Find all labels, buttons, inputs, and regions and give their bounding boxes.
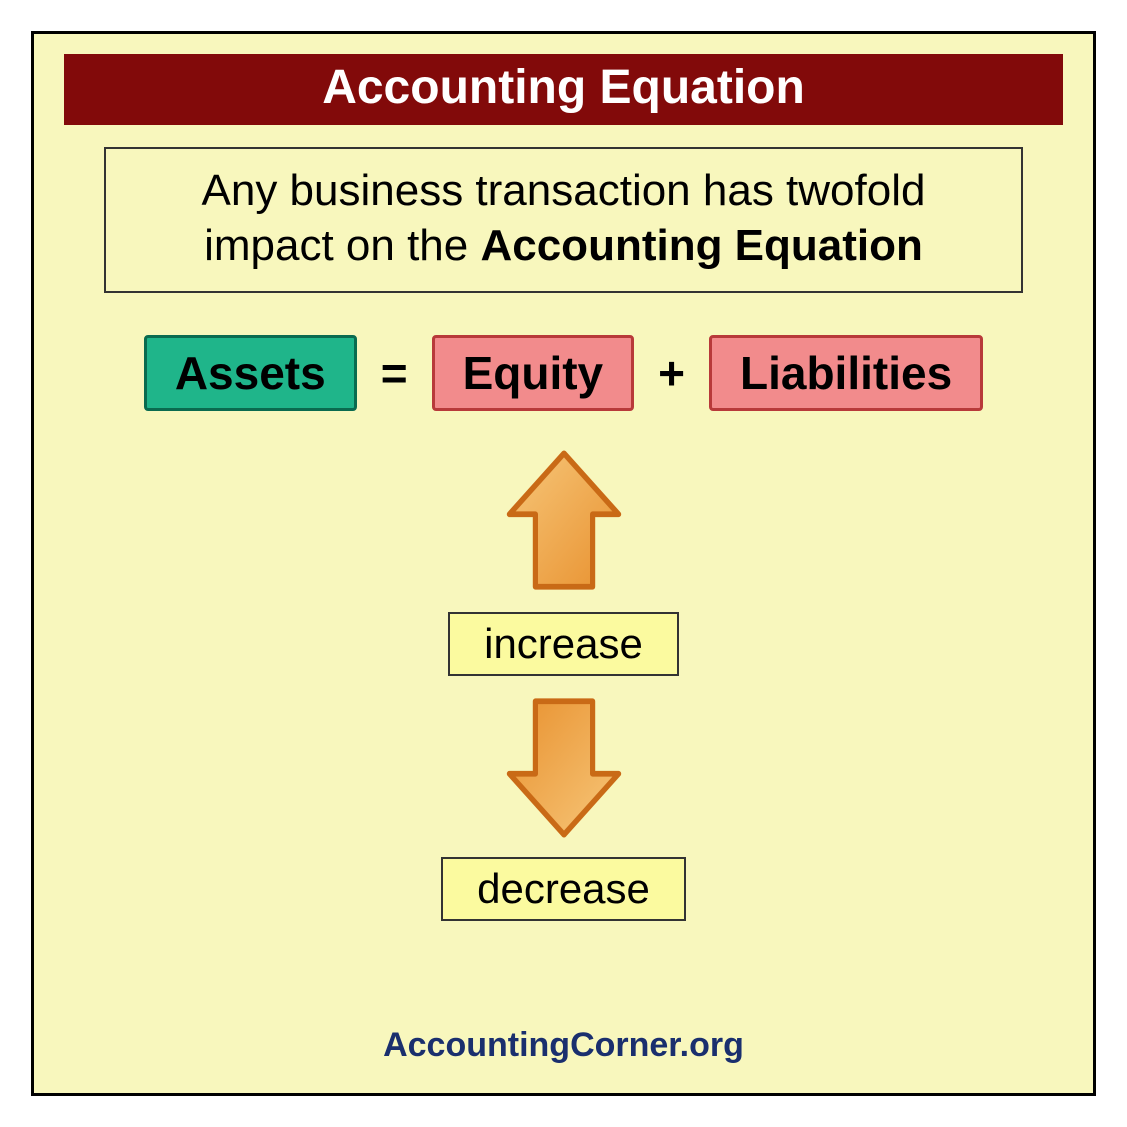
subtitle-box: Any business transaction has twofold imp… bbox=[104, 147, 1023, 293]
plus-operator: + bbox=[658, 346, 685, 400]
footer-credit: AccountingCorner.org bbox=[34, 1026, 1093, 1065]
equation-row: Assets = Equity + Liabilities bbox=[64, 335, 1063, 411]
increase-label: increase bbox=[448, 612, 679, 676]
arrow-up-icon bbox=[499, 449, 629, 594]
decrease-label: decrease bbox=[441, 857, 686, 921]
equals-operator: = bbox=[381, 346, 408, 400]
title-bar: Accounting Equation bbox=[64, 54, 1063, 125]
term-liabilities: Liabilities bbox=[709, 335, 983, 411]
term-equity: Equity bbox=[432, 335, 635, 411]
infographic-frame: Accounting Equation Any business transac… bbox=[31, 31, 1096, 1096]
arrow-down-icon bbox=[499, 694, 629, 839]
footer-text: AccountingCorner.org bbox=[383, 1026, 744, 1064]
subtitle-line2-prefix: impact on the bbox=[204, 221, 480, 270]
increase-text: increase bbox=[484, 620, 643, 667]
subtitle-line1: Any business transaction has twofold bbox=[202, 166, 926, 215]
subtitle-line2-bold: Accounting Equation bbox=[480, 221, 922, 270]
equity-label: Equity bbox=[463, 347, 604, 399]
term-assets: Assets bbox=[144, 335, 357, 411]
decrease-text: decrease bbox=[477, 865, 650, 912]
arrows-column: increase decrease bbox=[441, 449, 686, 921]
assets-label: Assets bbox=[175, 347, 326, 399]
title-text: Accounting Equation bbox=[322, 61, 805, 114]
liabilities-label: Liabilities bbox=[740, 347, 952, 399]
